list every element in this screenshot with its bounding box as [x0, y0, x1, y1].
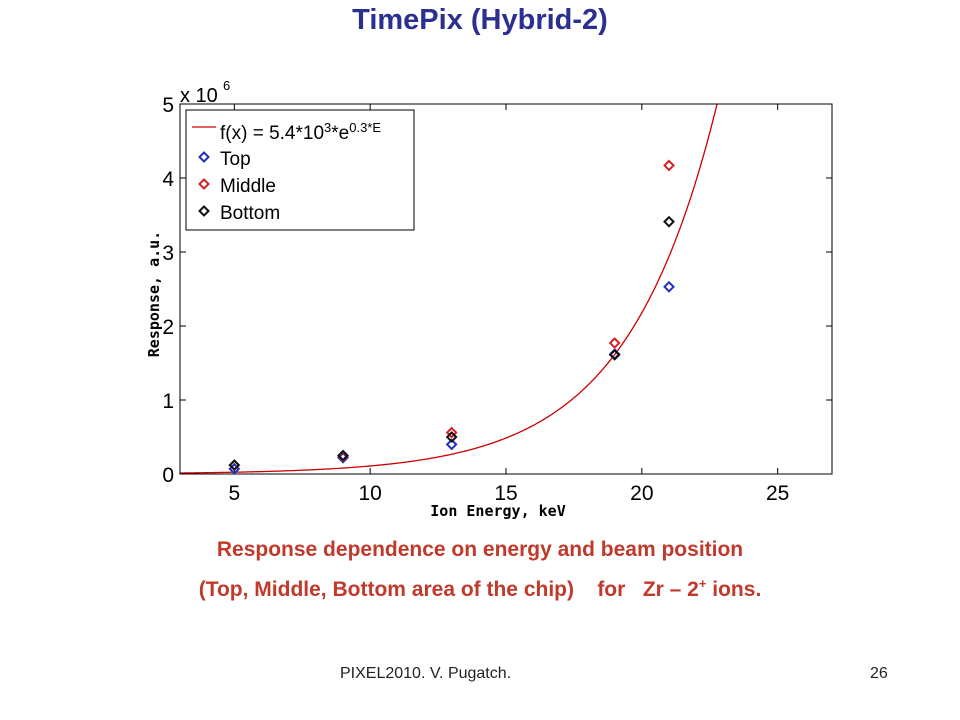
fit-curve [180, 104, 718, 474]
legend-label-bottom: Bottom [220, 203, 280, 224]
caption-line-2: (Top, Middle, Bottom area of the chip) f… [0, 576, 960, 602]
legend-marker-middle [198, 178, 210, 190]
legend-fit-superscript: 0.3*E [349, 120, 381, 135]
data-point-middle [608, 337, 621, 349]
x-tick-label: 10 [358, 482, 381, 505]
legend-label-top: Top [220, 149, 251, 170]
x-tick-label: 25 [766, 482, 789, 505]
data-point-top [663, 280, 675, 293]
data-point-middle [663, 159, 675, 172]
x-tick-label: 15 [494, 482, 517, 505]
legend-label-middle: Middle [220, 176, 276, 197]
y-multiplier: x 10 [180, 85, 218, 107]
page-number: 26 [870, 665, 888, 682]
legend-fit-label: f(x) = 5.4*103*e0.3*E [220, 120, 381, 145]
y-tick-label: 3 [162, 242, 174, 265]
data-point-bottom [608, 348, 621, 361]
legend-fit-superscript: 3 [324, 120, 331, 135]
legend-marker-bottom [198, 205, 210, 217]
slide-title: TimePix (Hybrid-2) [352, 4, 608, 36]
plot-area: 5 10 15 20 25 0 1 2 3 4 5 x 10 6 Ion Energy, keV Respo… [145, 78, 833, 520]
caption-line-1: Response dependence on energy and beam p… [216, 538, 744, 561]
legend-fit-text: *e [331, 123, 349, 144]
caption-line-2-end: ions. [706, 578, 762, 601]
caption-charge-sup: + [698, 576, 707, 591]
data-point-middle [445, 426, 458, 439]
y-tick-label: 2 [162, 316, 174, 339]
data-point-bottom [228, 459, 241, 472]
data-point-bottom [445, 431, 458, 443]
data-point-bottom [337, 449, 349, 462]
x-axis-label: Ion Energy, keV [430, 502, 565, 520]
y-multiplier-exp: 6 [223, 78, 230, 93]
x-tick-label: 5 [228, 482, 240, 505]
caption-line-2-text: (Top, Middle, Bottom area of the chip) f… [198, 578, 699, 601]
data-point-bottom [663, 215, 675, 228]
legend-fit-text: f(x) = 5.4*10 [220, 123, 324, 144]
x-tick-label: 20 [630, 482, 653, 505]
data-point-top [445, 438, 458, 451]
y-tick-label: 4 [162, 168, 174, 191]
legend-marker-top [198, 151, 210, 163]
y-axis-label: Response, a.u. [145, 231, 163, 357]
footer-author: PIXEL2010. V. Pugatch. [340, 665, 512, 682]
y-tick-label: 1 [162, 390, 174, 413]
y-tick-label: 5 [162, 94, 174, 117]
legend-box [185, 109, 415, 231]
y-tick-label: 0 [162, 464, 174, 487]
